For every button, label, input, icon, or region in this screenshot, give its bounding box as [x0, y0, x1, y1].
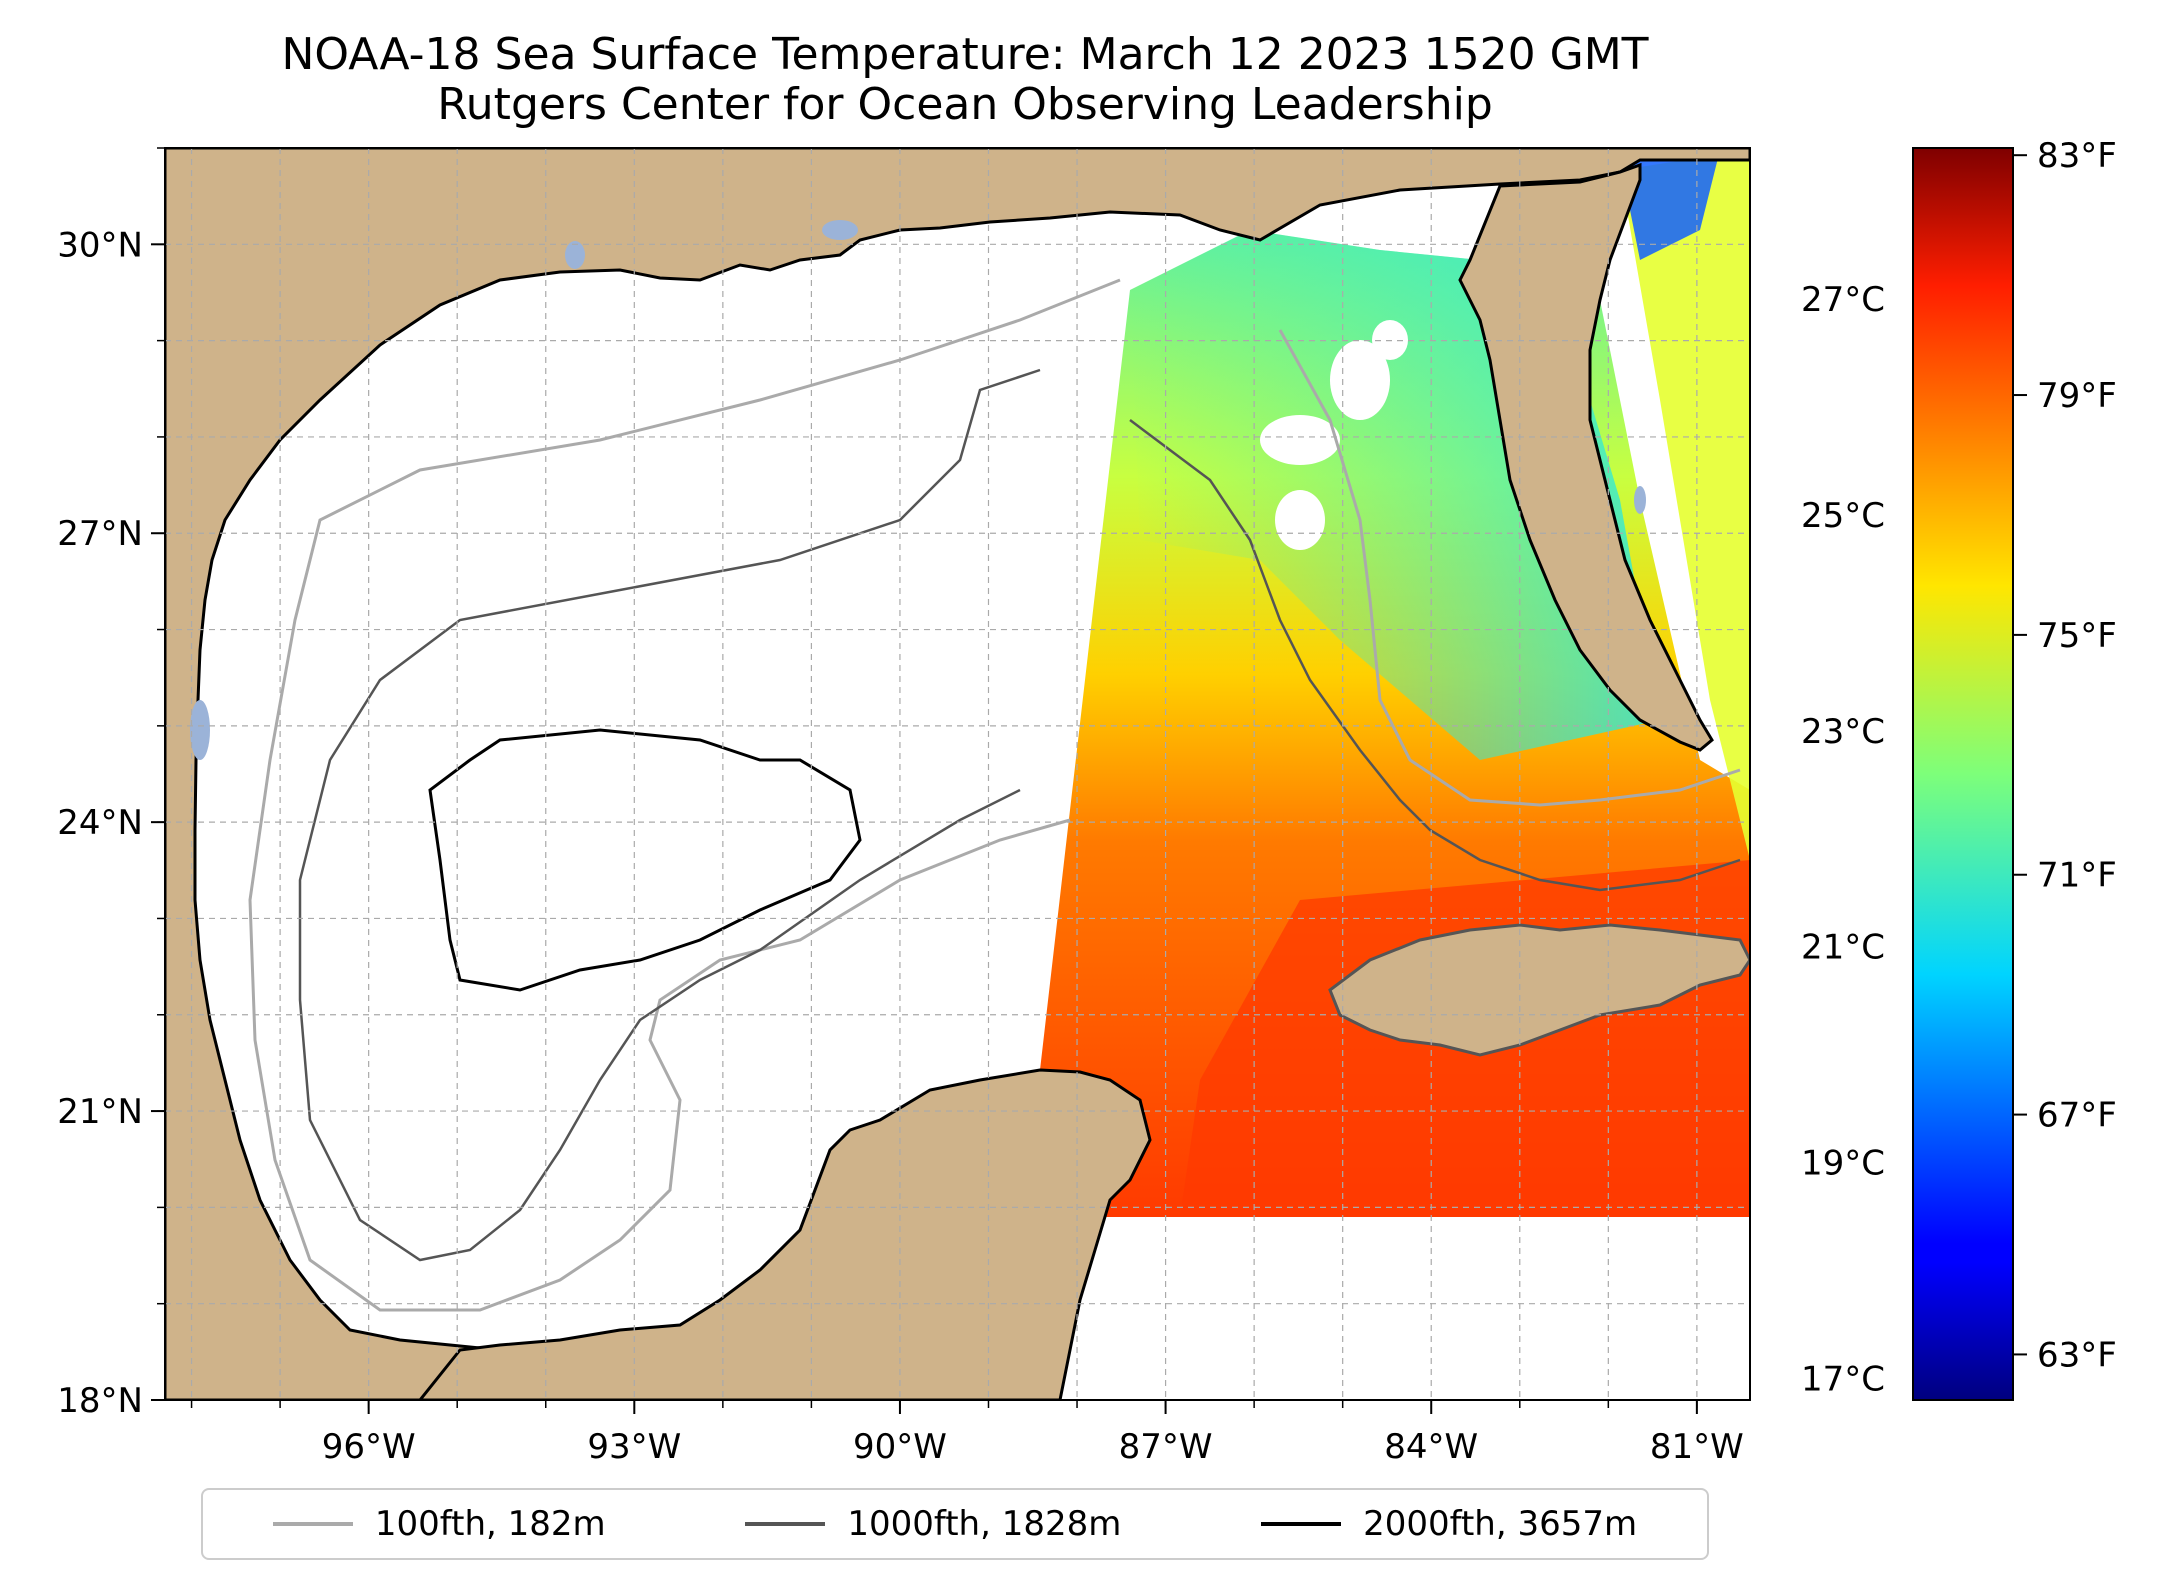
lon-tick-label: 87°W	[1119, 1427, 1213, 1467]
fahrenheit-tick-label: 63°F	[2037, 1335, 2117, 1375]
lat-tick-label: 24°N	[57, 803, 143, 843]
legend-item: 1000fth, 1828m	[745, 1504, 1121, 1544]
colorbar-fahrenheit-ticks: 63°F 67°F 71°F 75°F 79°F 83°F	[2013, 136, 2117, 1375]
celsius-tick-label: 21°C	[1801, 928, 1885, 968]
lon-tick-label: 96°W	[322, 1427, 416, 1467]
longitude-axis: 96°W 93°W 90°W 87°W 84°W 81°W	[190, 1400, 1744, 1467]
legend-item: 100fth, 182m	[272, 1504, 606, 1544]
isobath-100fth	[248, 278, 1741, 1312]
fahrenheit-tick-label: 71°F	[2037, 856, 2117, 896]
lake	[1634, 486, 1646, 514]
celsius-tick-label: 17°C	[1801, 1359, 1885, 1399]
map-title: NOAA-18 Sea Surface Temperature: March 1…	[165, 30, 1765, 130]
lake	[190, 700, 210, 760]
sst-cold-north	[1620, 150, 1720, 260]
land-cuba	[1328, 923, 1750, 1057]
celsius-tick-label: 19°C	[1801, 1144, 1885, 1184]
latitude-axis: 18°N 21°N 24°N 27°N 30°N	[57, 147, 165, 1421]
legend-label: 1000fth, 1828m	[847, 1504, 1122, 1544]
graticule	[165, 148, 1750, 1400]
colorbar	[1912, 147, 2014, 1401]
lat-tick-label: 30°N	[57, 225, 143, 265]
legend-line-swatch	[272, 1522, 353, 1526]
legend-line-swatch	[1261, 1522, 1342, 1526]
no-data-band	[1090, 1217, 1750, 1400]
fahrenheit-tick-label: 75°F	[2037, 616, 2117, 656]
isobath-legend: 100fth, 182m 1000fth, 1828m 2000fth, 3657m	[201, 1488, 1709, 1560]
plot-frame	[164, 147, 1751, 1401]
celsius-tick-label: 27°C	[1801, 280, 1885, 320]
land-florida	[1458, 162, 1714, 752]
lon-tick-label: 81°W	[1650, 1427, 1744, 1467]
lat-tick-label: 18°N	[57, 1381, 143, 1421]
sst-atlantic-strip	[1620, 150, 1750, 860]
cloud-gap	[1372, 320, 1408, 360]
lat-tick-label: 27°N	[57, 514, 143, 554]
title-line-2: Rutgers Center for Ocean Observing Leade…	[437, 79, 1493, 130]
celsius-tick-label: 25°C	[1801, 496, 1885, 536]
legend-line-swatch	[745, 1522, 826, 1526]
legend-item: 2000fth, 3657m	[1261, 1504, 1637, 1544]
fahrenheit-tick-label: 67°F	[2037, 1096, 2117, 1136]
cloud-gap	[1260, 415, 1340, 465]
land-mexico	[418, 1068, 1152, 1400]
map-plot-area	[165, 148, 1750, 1400]
cloud-gap	[1330, 340, 1390, 420]
isobath-2000fth	[428, 728, 862, 992]
lat-tick-label: 21°N	[57, 1092, 143, 1132]
colorbar-celsius-ticks: 17°C 19°C 21°C 23°C 25°C 27°C	[1801, 280, 1885, 1399]
lake	[822, 220, 858, 240]
fahrenheit-tick-label: 83°F	[2037, 136, 2117, 176]
cloud-gap	[1275, 490, 1325, 550]
lon-tick-label: 90°W	[853, 1427, 947, 1467]
lon-tick-label: 93°W	[587, 1427, 681, 1467]
celsius-tick-label: 23°C	[1801, 712, 1885, 752]
land-us	[165, 148, 1750, 1400]
lake	[565, 241, 585, 269]
fahrenheit-tick-label: 79°F	[2037, 376, 2117, 416]
title-line-1: NOAA-18 Sea Surface Temperature: March 1…	[281, 29, 1649, 80]
lon-tick-label: 84°W	[1384, 1427, 1478, 1467]
legend-label: 100fth, 182m	[374, 1504, 606, 1544]
legend-label: 2000fth, 3657m	[1363, 1504, 1638, 1544]
isobath-1000fth	[298, 368, 1741, 1262]
